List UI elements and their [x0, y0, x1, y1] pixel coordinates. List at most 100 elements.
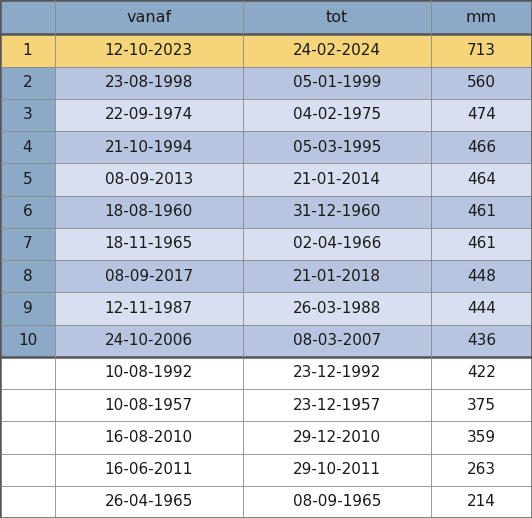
Text: 461: 461: [467, 204, 496, 219]
Bar: [55, 357, 243, 389]
Text: 375: 375: [467, 398, 496, 413]
Bar: [431, 389, 532, 421]
Text: 10-08-1957: 10-08-1957: [105, 398, 193, 413]
Bar: [243, 325, 431, 357]
Text: 560: 560: [467, 75, 496, 90]
Text: 29-12-2010: 29-12-2010: [293, 430, 381, 445]
Text: vanaf: vanaf: [126, 10, 171, 25]
Text: 6: 6: [22, 204, 32, 219]
Text: 448: 448: [467, 269, 496, 284]
Bar: [55, 260, 243, 292]
Text: 461: 461: [467, 236, 496, 251]
Text: 05-01-1999: 05-01-1999: [293, 75, 381, 90]
Text: 29-10-2011: 29-10-2011: [293, 462, 381, 477]
Bar: [55, 421, 243, 454]
Bar: [0, 163, 55, 196]
Bar: [431, 196, 532, 228]
Text: 444: 444: [467, 301, 496, 316]
Bar: [431, 163, 532, 196]
Text: 18-11-1965: 18-11-1965: [105, 236, 193, 251]
Bar: [0, 486, 55, 518]
Text: 02-04-1966: 02-04-1966: [293, 236, 381, 251]
Bar: [55, 486, 243, 518]
Bar: [431, 325, 532, 357]
Text: 18-08-1960: 18-08-1960: [105, 204, 193, 219]
Text: 04-02-1975: 04-02-1975: [293, 107, 381, 122]
Text: 08-09-2017: 08-09-2017: [105, 269, 193, 284]
Text: 22-09-1974: 22-09-1974: [105, 107, 193, 122]
Text: 24-02-2024: 24-02-2024: [293, 43, 381, 58]
Text: 08-09-1965: 08-09-1965: [293, 494, 381, 509]
Bar: [243, 99, 431, 131]
Text: 10: 10: [18, 333, 37, 348]
Bar: [431, 131, 532, 163]
Text: 31-12-1960: 31-12-1960: [293, 204, 381, 219]
Text: 23-08-1998: 23-08-1998: [105, 75, 193, 90]
Text: 10-08-1992: 10-08-1992: [105, 365, 193, 380]
Bar: [0, 34, 55, 67]
Text: 23-12-1957: 23-12-1957: [293, 398, 381, 413]
Text: 474: 474: [467, 107, 496, 122]
Text: 422: 422: [467, 365, 496, 380]
Bar: [0, 325, 55, 357]
Bar: [0, 67, 55, 99]
Bar: [55, 163, 243, 196]
Bar: [243, 228, 431, 260]
Bar: [55, 67, 243, 99]
Bar: [243, 131, 431, 163]
Text: 21-01-2014: 21-01-2014: [293, 172, 381, 187]
Bar: [55, 34, 243, 67]
Bar: [0, 0, 55, 34]
Bar: [431, 292, 532, 325]
Text: 2: 2: [23, 75, 32, 90]
Text: 713: 713: [467, 43, 496, 58]
Text: 26-03-1988: 26-03-1988: [293, 301, 381, 316]
Text: 21-10-1994: 21-10-1994: [105, 140, 193, 155]
Text: 08-09-2013: 08-09-2013: [105, 172, 193, 187]
Bar: [0, 228, 55, 260]
Bar: [55, 454, 243, 486]
Bar: [431, 421, 532, 454]
Bar: [431, 260, 532, 292]
Bar: [243, 196, 431, 228]
Bar: [243, 421, 431, 454]
Text: 3: 3: [22, 107, 32, 122]
Text: 9: 9: [22, 301, 32, 316]
Text: 21-01-2018: 21-01-2018: [293, 269, 381, 284]
Bar: [431, 486, 532, 518]
Bar: [243, 34, 431, 67]
Text: 214: 214: [467, 494, 496, 509]
Text: 263: 263: [467, 462, 496, 477]
Bar: [0, 357, 55, 389]
Bar: [431, 67, 532, 99]
Bar: [0, 292, 55, 325]
Text: mm: mm: [466, 10, 497, 25]
Text: 16-06-2011: 16-06-2011: [105, 462, 193, 477]
Text: 7: 7: [23, 236, 32, 251]
Text: 26-04-1965: 26-04-1965: [105, 494, 193, 509]
Text: 23-12-1992: 23-12-1992: [293, 365, 381, 380]
Bar: [243, 454, 431, 486]
Bar: [243, 67, 431, 99]
Bar: [0, 260, 55, 292]
Text: 4: 4: [23, 140, 32, 155]
Bar: [0, 131, 55, 163]
Text: 359: 359: [467, 430, 496, 445]
Bar: [431, 0, 532, 34]
Text: 24-10-2006: 24-10-2006: [105, 333, 193, 348]
Text: 466: 466: [467, 140, 496, 155]
Bar: [55, 389, 243, 421]
Bar: [55, 0, 243, 34]
Bar: [243, 486, 431, 518]
Bar: [243, 260, 431, 292]
Bar: [431, 454, 532, 486]
Text: 464: 464: [467, 172, 496, 187]
Bar: [431, 34, 532, 67]
Bar: [431, 228, 532, 260]
Text: 12-11-1987: 12-11-1987: [105, 301, 193, 316]
Bar: [0, 389, 55, 421]
Bar: [243, 163, 431, 196]
Bar: [243, 357, 431, 389]
Bar: [431, 357, 532, 389]
Text: 12-10-2023: 12-10-2023: [105, 43, 193, 58]
